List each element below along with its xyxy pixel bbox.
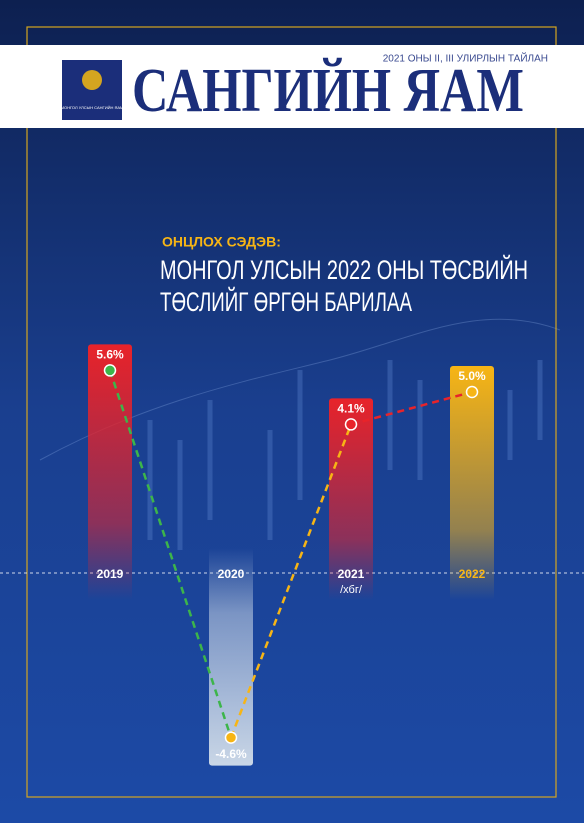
headline: МОНГОЛ УЛСЫН 2022 ОНЫ ТӨСВИЙН [160, 254, 528, 285]
feature-label: ОНЦЛОХ СЭДЭВ: [162, 234, 281, 250]
chart: 5.6% 2019 -4.6% 2020 4.1% 2021 5.0% 2022/хбг/ [88, 344, 494, 766]
headline: ТӨСЛИЙГ ӨРГӨН БАРИЛАА [160, 286, 412, 317]
trend-segment [108, 370, 233, 738]
value-label: -4.6% [215, 747, 247, 761]
logo-emblem [82, 70, 102, 90]
point [344, 418, 358, 431]
year-label: 2019 [97, 567, 124, 581]
annotation: /хбг/ [340, 584, 363, 596]
frame [26, 26, 557, 798]
bar [329, 398, 373, 600]
point [465, 385, 479, 399]
year-label: 2021 [338, 567, 365, 581]
year-label: 2022 [459, 567, 486, 581]
trend-segment [229, 423, 353, 739]
bar [88, 344, 132, 600]
logo-text: МОНГОЛ УЛСЫН САНГИЙН ЯАМ [61, 105, 124, 110]
report-label: 2021 ОНЫ II, III УЛИРЛЫН ТАЙЛАН [383, 52, 548, 65]
value-label: 4.1% [337, 402, 365, 416]
value-label: 5.0% [458, 369, 486, 383]
year-label: 2020 [218, 567, 245, 581]
decor-wave [39, 318, 561, 461]
trend-segment [350, 390, 473, 426]
point [103, 364, 117, 377]
masthead: САНГИЙН ЯАМ [132, 57, 524, 125]
point [224, 731, 238, 744]
value-label: 5.6% [96, 348, 124, 362]
bar [450, 366, 494, 600]
